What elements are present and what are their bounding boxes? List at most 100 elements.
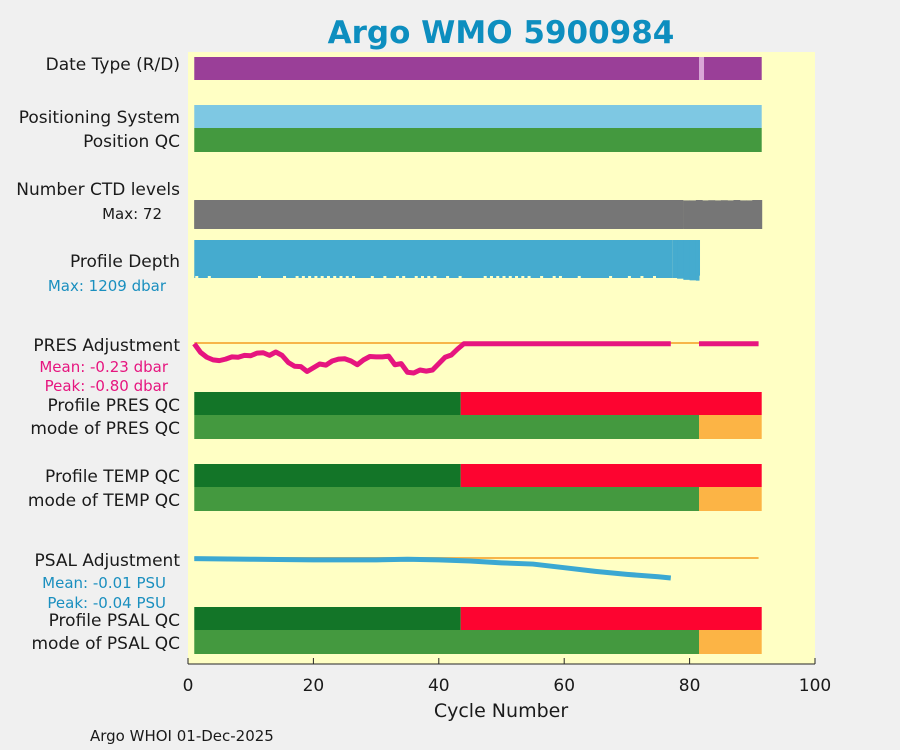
mode-pres-qc-good-bar: [194, 415, 700, 439]
ctd-levels-step: [752, 200, 760, 229]
profile-depth-notch: [301, 276, 305, 278]
label-pres-mean: Mean: -0.23 dbar: [39, 358, 169, 376]
ctd-levels-step: [727, 200, 734, 229]
label-number-ctd-levels: Number CTD levels: [16, 180, 180, 200]
footer-credit: Argo WHOI 01-Dec-2025: [90, 727, 274, 745]
x-tick-label: 80: [679, 676, 701, 696]
ctd-levels-step: [714, 200, 722, 229]
profile-pres-qc-good-bar: [194, 392, 461, 415]
profile-depth-notch: [502, 276, 506, 278]
profile-depth-bar: [194, 240, 673, 278]
ctd-levels-step: [739, 200, 747, 229]
profile-depth-notch: [414, 276, 418, 278]
pres-adjustment-line: [192, 341, 671, 376]
profile-depth-notch: [552, 276, 556, 278]
profile-depth-notch: [521, 276, 525, 278]
profile-depth-notch: [427, 276, 431, 278]
label-psal-adjustment: PSAL Adjustment: [35, 551, 181, 571]
profile-temp-qc-good-bar: [194, 464, 461, 487]
profile-depth-notch: [326, 276, 330, 278]
profile-depth-notch: [345, 276, 349, 278]
label-profile-temp-qc: Profile TEMP QC: [45, 467, 180, 487]
profile-depth-notch: [640, 276, 644, 278]
profile-depth-notch: [489, 276, 493, 278]
label-profile-pres-qc: Profile PRES QC: [47, 396, 180, 416]
ctd-levels-bar: [194, 200, 684, 229]
label-date-type: Date Type (R/D): [46, 55, 180, 75]
ctd-levels-step: [702, 200, 709, 229]
row-labels: Date Type (R/D) Positioning System Posit…: [16, 55, 180, 654]
profile-depth-notch: [370, 276, 374, 278]
profile-depth-notch: [207, 276, 211, 278]
profile-depth-notch: [515, 276, 519, 278]
label-depth-max: Max: 1209 dbar: [48, 277, 167, 295]
profile-depth-notch: [483, 276, 487, 278]
label-position-qc: Position QC: [83, 132, 180, 152]
label-pres-adjustment: PRES Adjustment: [33, 336, 180, 356]
ctd-levels-step: [708, 200, 716, 229]
x-tick-label: 0: [183, 676, 194, 696]
profile-depth-notch: [195, 276, 199, 278]
label-psal-mean: Mean: -0.01 PSU: [42, 574, 166, 592]
profile-depth-notch: [395, 276, 399, 278]
profile-depth-notch: [308, 276, 312, 278]
mode-temp-qc-good-bar: [194, 487, 700, 511]
x-tick-label: 40: [428, 676, 450, 696]
profile-depth-notch: [540, 276, 544, 278]
profile-depth-notch: [383, 276, 387, 278]
profile-depth-step: [689, 240, 697, 281]
profile-depth-step: [683, 240, 691, 280]
profile-depth-notch: [652, 276, 656, 278]
profile-depth-notch: [508, 276, 512, 278]
label-ctd-max: Max: 72: [102, 205, 162, 223]
profile-pres-qc-other-bar: [460, 392, 762, 415]
profile-psal-qc-good-bar: [194, 607, 461, 630]
mode-temp-qc-other-bar: [699, 487, 762, 511]
chart-marks: [192, 57, 763, 654]
profile-depth-notch: [352, 276, 356, 278]
label-mode-temp-qc: mode of TEMP QC: [28, 491, 180, 511]
profile-depth-step: [695, 240, 700, 281]
profile-depth-notch: [527, 276, 531, 278]
positioning-system-bar: [194, 105, 762, 128]
profile-depth-step: [672, 240, 678, 278]
position-qc-bar: [194, 128, 762, 152]
profile-depth-notch: [558, 276, 562, 278]
x-tick-label: 20: [303, 676, 325, 696]
x-tick-label: 60: [553, 676, 575, 696]
profile-depth-notch: [333, 276, 337, 278]
label-pres-peak: Peak: -0.80 dbar: [45, 377, 169, 395]
label-mode-pres-qc: mode of PRES QC: [30, 419, 180, 439]
profile-depth-notch: [577, 276, 581, 278]
profile-depth-notch: [627, 276, 631, 278]
ctd-levels-step: [733, 200, 741, 229]
profile-depth-notch: [283, 276, 287, 278]
x-axis-label: Cycle Number: [434, 700, 568, 722]
profile-depth-notch: [314, 276, 318, 278]
profile-depth-notch: [609, 276, 613, 278]
ctd-levels-step: [746, 200, 753, 229]
ctd-levels-step: [689, 200, 697, 229]
psal-adjustment-line: [194, 556, 672, 581]
profile-depth-notch: [320, 276, 324, 278]
mode-pres-qc-other-bar: [699, 415, 762, 439]
label-profile-psal-qc: Profile PSAL QC: [49, 611, 180, 631]
label-positioning-system: Positioning System: [19, 108, 180, 128]
x-tick-label: 100: [799, 676, 831, 696]
x-axis-ticks: 0 20 40 60 80 100: [183, 658, 831, 696]
date-type-gap-bar: [699, 57, 705, 80]
profile-depth-notch: [446, 276, 450, 278]
ctd-levels-step: [720, 200, 728, 229]
mode-psal-qc-other-bar: [699, 630, 762, 654]
mode-psal-qc-good-bar: [194, 630, 700, 654]
profile-depth-notch: [420, 276, 424, 278]
profile-temp-qc-other-bar: [460, 464, 762, 487]
profile-depth-notch: [295, 276, 299, 278]
ctd-levels-step: [695, 200, 703, 229]
profile-depth-notch: [257, 276, 261, 278]
profile-depth-step: [698, 240, 701, 276]
ctd-levels-step: [683, 200, 691, 229]
date-type-bar: [194, 57, 762, 80]
profile-depth-notch: [433, 276, 437, 278]
